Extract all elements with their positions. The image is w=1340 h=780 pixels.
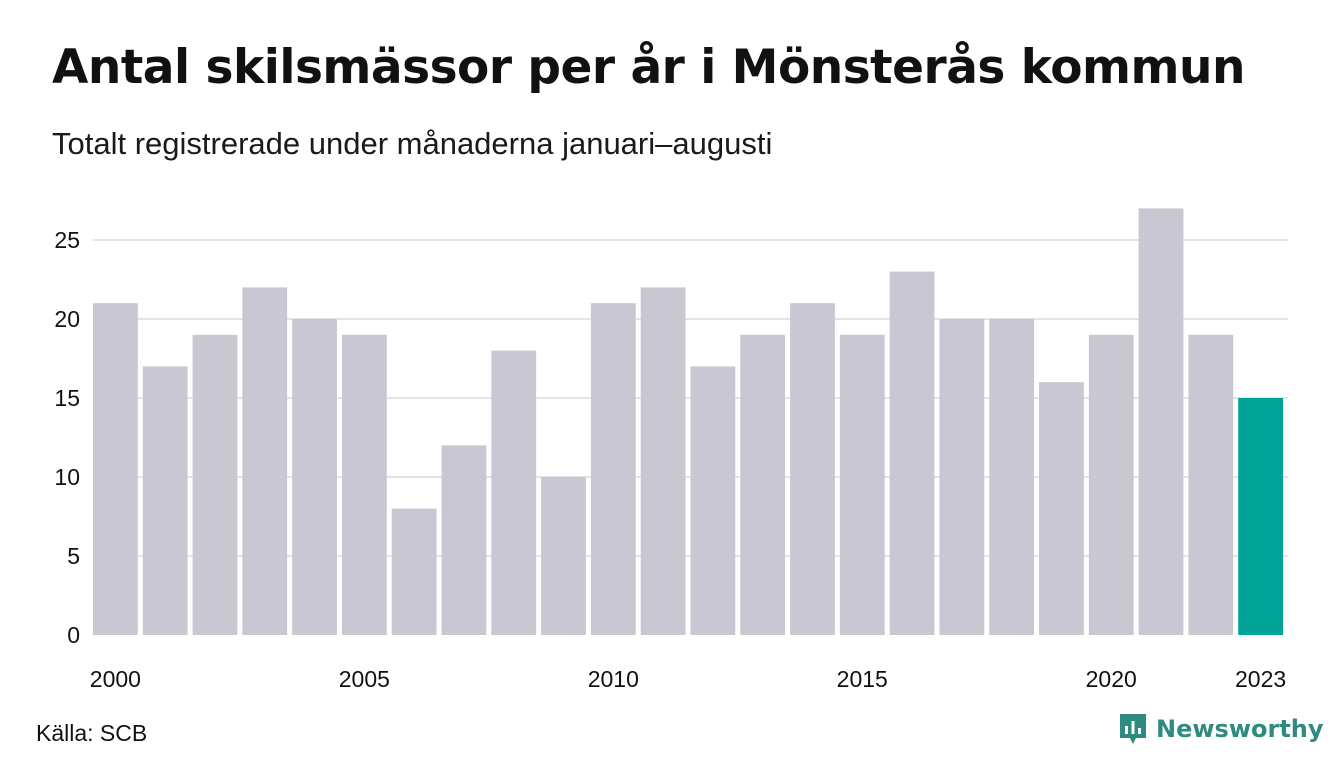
bar-2013: [740, 334, 786, 635]
y-tick-label: 15: [54, 385, 80, 411]
x-tick-label: 2020: [1086, 666, 1137, 692]
bar-2016: [889, 271, 935, 635]
y-tick-label: 20: [54, 306, 80, 332]
bar-2004: [292, 319, 337, 635]
bar-2023: [1238, 398, 1283, 635]
x-tick-label: 2023: [1235, 666, 1286, 692]
bar-2002: [192, 334, 238, 635]
x-axis-tick-labels: 2000 2005 2010 2015 2020 2023: [90, 666, 1286, 692]
source-note: Källa: SCB: [36, 720, 148, 746]
bar-2011: [640, 287, 686, 635]
bar-2020: [1088, 334, 1134, 635]
chart-subtitle: Totalt registrerade under månaderna janu…: [52, 126, 773, 161]
y-tick-label: 10: [54, 464, 80, 490]
bar-2007: [441, 445, 487, 635]
brand-name: Newsworthy: [1156, 715, 1324, 743]
x-tick-label: 2015: [837, 666, 888, 692]
bar-2014: [790, 303, 835, 635]
y-tick-label: 5: [67, 543, 80, 569]
bars: [93, 208, 1283, 635]
chart-title: Antal skilsmässor per år i Mönsterås kom…: [52, 40, 1245, 95]
y-tick-label: 25: [54, 227, 80, 253]
bar-2012: [690, 366, 736, 635]
bar-2000: [93, 303, 138, 635]
bar-2019: [1039, 382, 1084, 635]
bar-2009: [541, 477, 586, 635]
x-tick-label: 2000: [90, 666, 141, 692]
brand-logo: Newsworthy: [1118, 712, 1324, 746]
bar-2015: [839, 334, 885, 635]
bar-chart: 0 5 10 15 20 25 2000 2005 2010 2015 2020 2023: [54, 208, 1288, 692]
y-axis-tick-labels: 0 5 10 15 20 25: [54, 227, 80, 648]
bar-2010: [590, 303, 636, 635]
x-tick-label: 2010: [588, 666, 639, 692]
x-tick-label: 2005: [339, 666, 390, 692]
bar-2022: [1188, 334, 1234, 635]
bar-2017: [939, 319, 985, 635]
bar-2005: [341, 334, 387, 635]
bar-2006: [391, 508, 437, 635]
bar-2003: [242, 287, 288, 635]
bar-2008: [491, 350, 537, 635]
newsworthy-logo-icon: [1120, 714, 1146, 744]
bar-2001: [142, 366, 188, 635]
bar-2021: [1138, 208, 1184, 635]
bar-2018: [989, 319, 1035, 635]
y-tick-label: 0: [67, 622, 80, 648]
